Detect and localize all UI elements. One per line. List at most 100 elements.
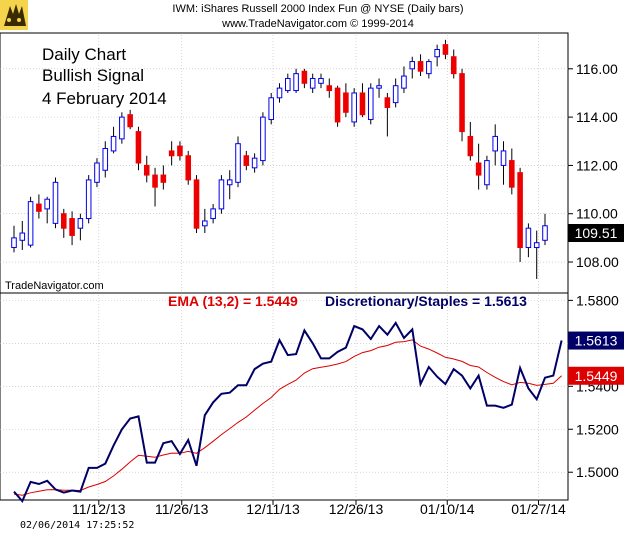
chart-header-title: IWM: iShares Russell 2000 Index Fun @ NY… [172, 3, 463, 15]
ema-last-value-label: 1.5449 [575, 368, 618, 384]
x-tick-label: 12/26/13 [329, 501, 384, 517]
candlestick-series [11, 39, 548, 279]
candle-up [309, 77, 316, 89]
annotation-line-2: Bullish Signal [42, 66, 144, 85]
candle-up [52, 181, 59, 224]
candle-up [376, 85, 382, 89]
indicator-tick-label: 1.5000 [576, 464, 619, 480]
candle-up [276, 87, 283, 99]
price-tick-label: 114.00 [576, 109, 618, 125]
candle-up [44, 198, 50, 210]
candle-up [542, 225, 548, 241]
ema-last-value-tag: 1.5449 [568, 366, 624, 385]
candle-down [509, 160, 515, 188]
x-axis: 11/12/13 11/26/13 12/11/13 12/26/13 01/10/14… [72, 35, 566, 517]
chart-header-copyright: www.TradeNavigator.com © 1999-2014 [221, 18, 414, 30]
candle-up [500, 150, 507, 166]
candle-down [36, 203, 42, 212]
candle-up [85, 179, 92, 220]
candle-up [218, 179, 225, 210]
candle-up [94, 162, 100, 183]
candle-up [318, 77, 324, 84]
candle-up [11, 237, 17, 249]
x-tick-label: 01/10/14 [420, 501, 475, 517]
candle-up [285, 77, 291, 92]
candle-down [60, 213, 67, 229]
annotation-line-1: Daily Chart [42, 45, 126, 64]
candle-up [102, 148, 109, 171]
x-tick-label: 12/11/13 [246, 501, 300, 517]
candle-down [160, 174, 167, 183]
candle-up [401, 75, 407, 89]
candle-down [450, 56, 457, 75]
ratio-last-value-tag: 1.5613 [568, 331, 624, 350]
candle-up [351, 92, 357, 123]
candle-down [301, 70, 308, 84]
ratio-line [13, 321, 563, 504]
ema-line [13, 339, 562, 496]
candle-up [409, 61, 416, 70]
candle-up [77, 218, 84, 229]
price-y-axis: 108.00 110.00 112.00 114.00 116.00 [568, 61, 619, 270]
candle-up [251, 157, 258, 169]
ema-legend-label: EMA (13,2) = 1.5449 [168, 293, 298, 309]
ratio-last-value-label: 1.5613 [575, 333, 618, 349]
candle-up [434, 48, 440, 58]
candle-down [243, 155, 250, 166]
candle-down [193, 179, 200, 229]
candle-up [110, 135, 117, 152]
candle-up [210, 208, 216, 220]
candle-up [392, 85, 399, 104]
timestamp: 02/06/2014 17:25:52 [20, 520, 134, 531]
candle-down [135, 131, 142, 164]
candle-down [143, 164, 150, 176]
watermark: TradeNavigator.com [5, 280, 104, 292]
candle-down [467, 135, 474, 157]
candle-down [69, 218, 75, 236]
candle-up [27, 201, 34, 246]
candle-up [492, 135, 499, 152]
candle-up [226, 179, 233, 186]
candle-up [533, 242, 540, 249]
indicator-lines [13, 321, 563, 504]
candle-up [367, 87, 374, 121]
candle-up [484, 160, 490, 186]
candle-up [260, 116, 266, 162]
x-tick-label: 01/27/14 [511, 501, 566, 517]
candle-down [334, 87, 341, 123]
candle-down [168, 150, 175, 157]
price-tick-label: 108.00 [576, 254, 619, 270]
candle-down [343, 92, 349, 113]
x-tick-label: 11/12/13 [72, 501, 126, 517]
candle-down [326, 85, 333, 92]
candle-up [268, 97, 274, 121]
candle-up [119, 116, 125, 140]
candle-up [293, 73, 299, 92]
candle-down [185, 155, 192, 181]
candle-up [525, 227, 532, 249]
candle-down [127, 114, 133, 128]
price-last-value-label: 109.51 [575, 225, 618, 241]
candle-down [177, 145, 183, 157]
candle-up [202, 220, 208, 227]
annotation-line-3: 4 February 2014 [42, 89, 167, 108]
candle-down [442, 44, 449, 55]
indicator-tick-label: 1.5800 [576, 292, 619, 308]
indicator-tick-label: 1.5200 [576, 421, 619, 437]
candle-down [152, 174, 158, 188]
candle-up [19, 232, 26, 241]
x-tick-label: 11/26/13 [155, 501, 209, 517]
price-tick-label: 110.00 [576, 206, 618, 222]
candle-up [235, 143, 241, 183]
candle-down [459, 73, 465, 133]
candle-down [359, 92, 366, 116]
price-tick-label: 112.00 [576, 157, 618, 173]
candle-down [475, 162, 482, 176]
price-last-value-tag: 109.51 [568, 224, 624, 242]
price-tick-label: 116.00 [576, 61, 618, 77]
candle-down [417, 61, 424, 72]
candle-down [384, 97, 391, 108]
indicator-panel-frame [0, 292, 569, 501]
